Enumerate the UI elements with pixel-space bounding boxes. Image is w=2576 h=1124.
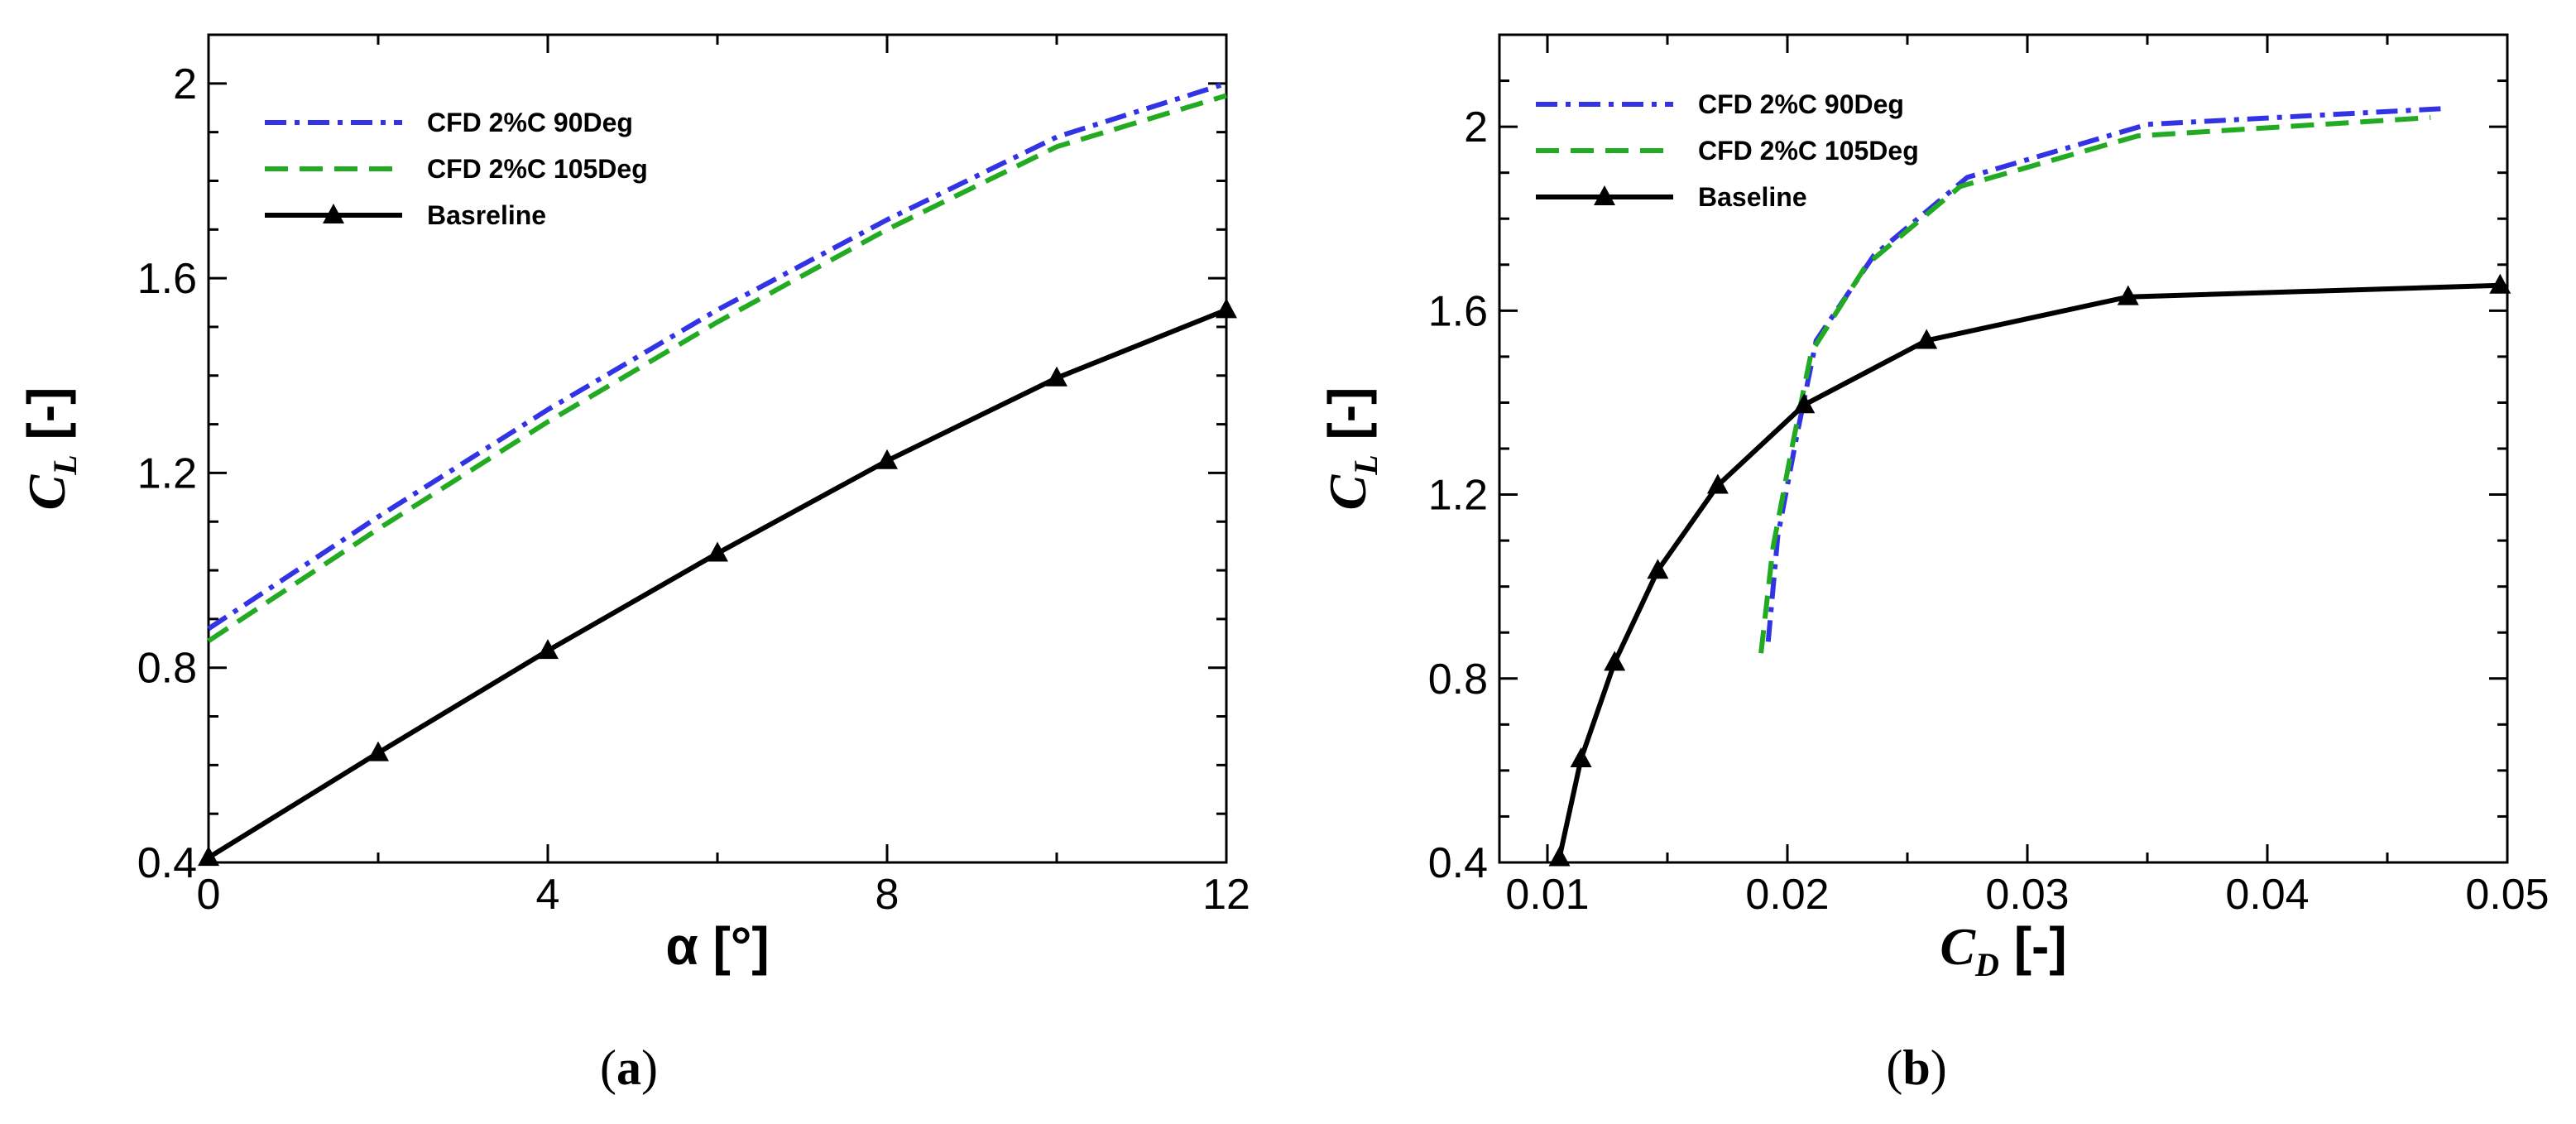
data-point — [2117, 285, 2139, 305]
panel-caption: (b) — [1886, 1040, 1946, 1095]
chart-a: 0.4 0.8 1.2 1.6 2 0 4 8 12 CFD 2%C 90Deg CFD 2%C 1… — [17, 33, 1250, 1095]
x-axis-title-main: C — [1940, 917, 1976, 976]
caption-open: ( — [600, 1040, 616, 1095]
y-axis-title-sub: L — [1347, 454, 1384, 475]
x-tick-label: 12 — [1202, 871, 1250, 919]
y-tick-label: 2 — [173, 60, 197, 108]
caption-letter: a — [616, 1040, 641, 1095]
legend: CFD 2%C 90Deg CFD 2%C 105Deg Baseline — [1536, 89, 1919, 212]
y-axis-title-main: C — [1318, 473, 1377, 510]
legend-label: CFD 2%C 90Deg — [1698, 89, 1904, 119]
data-point — [1216, 298, 1237, 319]
data-point — [1706, 473, 1729, 494]
data-point — [537, 639, 559, 660]
legend-label: Basreline — [427, 200, 546, 230]
legend-label: CFD 2%C 90Deg — [427, 108, 633, 137]
x-tick-label: 0.04 — [2225, 871, 2309, 919]
y-axis-title: CL [-] — [17, 387, 84, 511]
x-axis-title-sub: D — [1974, 946, 1999, 983]
series-line-1 — [207, 93, 1227, 643]
x-axis-title: α [°] — [665, 916, 769, 976]
y-tick-label: 0.4 — [137, 839, 197, 887]
y-tick-label: 0.8 — [1428, 656, 1488, 704]
y-tick-label: 0.8 — [137, 645, 197, 693]
caption-open: ( — [1886, 1040, 1902, 1095]
data-point — [1647, 559, 1669, 579]
series-line-0 — [1765, 105, 2448, 642]
data-point — [876, 449, 898, 469]
caption-close: ) — [1931, 1040, 1947, 1095]
x-axis-title: CD [-] — [1940, 916, 2066, 983]
x-tick-label: 0.01 — [1505, 871, 1589, 919]
series-line-1 — [1758, 115, 2431, 654]
legend-label: CFD 2%C 105Deg — [427, 154, 648, 184]
plot-frame — [1498, 33, 2509, 864]
series-line-2 — [1557, 282, 2501, 859]
data-point — [1548, 846, 1571, 867]
series-line-2 — [207, 307, 1228, 860]
data-point — [2489, 273, 2511, 294]
legend: CFD 2%C 90Deg CFD 2%C 105Deg Basreline — [265, 108, 648, 230]
y-tick-label: 1.6 — [137, 255, 197, 303]
data-point — [1046, 366, 1067, 387]
y-axis-title-main: C — [17, 473, 76, 510]
y-tick-label: 2 — [1464, 103, 1488, 151]
x-tick-label: 8 — [875, 871, 899, 919]
caption-close: ) — [641, 1040, 658, 1095]
plot-frame — [207, 33, 1228, 864]
data-point — [1604, 651, 1626, 671]
legend-label: CFD 2%C 105Deg — [1698, 136, 1919, 166]
data-point — [1916, 329, 1938, 349]
data-point — [1793, 393, 1816, 414]
y-tick-label: 1.2 — [1428, 472, 1488, 520]
data-point — [198, 846, 219, 867]
legend-marker — [323, 204, 344, 223]
y-tick-label: 1.2 — [137, 449, 197, 497]
legend-label: Baseline — [1698, 182, 1807, 212]
panel-caption: (a) — [600, 1040, 658, 1095]
x-tick-label: 0.05 — [2465, 871, 2549, 919]
data-point — [367, 741, 389, 761]
x-tick-label: 4 — [536, 871, 560, 919]
series-line-0 — [207, 80, 1227, 632]
chart-b: 0.4 0.8 1.2 1.6 2 0.01 0.02 0.03 0.04 0.05 CFD 2%C… — [1317, 33, 2550, 1095]
y-axis-title-sub: L — [46, 454, 84, 475]
y-tick-label: 1.6 — [1428, 287, 1488, 335]
x-axis-title-tail: [-] — [1999, 916, 2067, 976]
data-point — [707, 541, 728, 562]
x-tick-label: 0.03 — [1985, 871, 2069, 919]
caption-letter: b — [1902, 1040, 1930, 1095]
x-tick-label: 0 — [197, 871, 221, 919]
legend-marker — [1594, 185, 1615, 205]
y-axis-title-tail: [-] — [1317, 387, 1377, 455]
data-point — [1570, 747, 1592, 767]
x-tick-label: 0.02 — [1745, 871, 1829, 919]
y-axis-title: CL [-] — [1317, 387, 1384, 511]
y-tick-label: 0.4 — [1428, 839, 1488, 887]
y-axis-title-tail: [-] — [17, 387, 76, 455]
